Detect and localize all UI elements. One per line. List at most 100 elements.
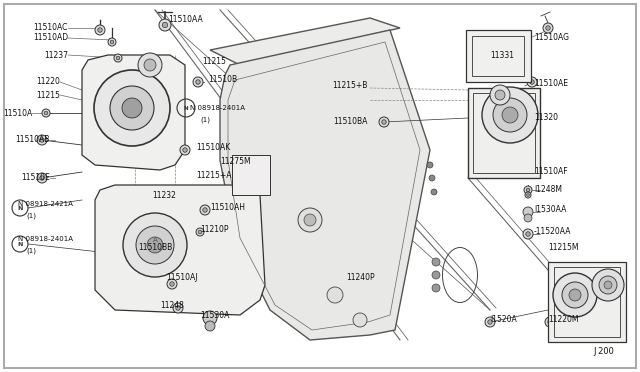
Circle shape [198,230,202,234]
Text: 11331: 11331 [490,51,514,61]
Circle shape [256,183,260,187]
Circle shape [525,170,531,174]
Text: 11248: 11248 [160,301,184,311]
Circle shape [144,59,156,71]
Circle shape [110,40,114,44]
Circle shape [42,109,50,117]
Circle shape [108,38,116,46]
Polygon shape [95,185,265,315]
Circle shape [147,237,163,253]
Circle shape [37,173,47,183]
Text: 11240P: 11240P [346,273,374,282]
Circle shape [553,273,597,317]
Circle shape [327,287,343,303]
Text: (1): (1) [26,213,36,219]
Text: -11520AA: -11520AA [534,228,572,237]
Bar [472,36,524,76]
Text: 11510B: 11510B [208,76,237,84]
Circle shape [196,80,200,84]
Circle shape [353,313,367,327]
Circle shape [562,282,588,308]
Text: N: N [17,205,22,211]
Circle shape [526,188,530,192]
Circle shape [488,320,492,324]
Circle shape [44,111,48,115]
Text: 11530A: 11530A [200,311,229,321]
Text: 11215: 11215 [202,58,226,67]
Text: 11232: 11232 [152,192,176,201]
Circle shape [543,23,553,33]
Circle shape [254,181,262,189]
Circle shape [548,320,552,324]
Circle shape [502,107,518,123]
Circle shape [500,64,505,68]
Bar [548,262,626,342]
Circle shape [525,232,531,236]
Circle shape [432,284,440,292]
Circle shape [427,162,433,168]
Circle shape [298,208,322,232]
Circle shape [254,166,262,174]
Circle shape [143,250,147,254]
Text: 11510AE: 11510AE [534,80,568,89]
Text: 11510AH: 11510AH [210,203,245,212]
Circle shape [114,54,122,62]
Text: 11510BB: 11510BB [138,244,172,253]
Text: I1248M: I1248M [534,186,562,195]
Circle shape [479,61,489,71]
Text: 11510AF: 11510AF [534,167,568,176]
Text: 11510AB: 11510AB [15,135,50,144]
Text: J 200: J 200 [593,347,614,356]
Text: 11320: 11320 [534,113,558,122]
Circle shape [500,48,505,52]
Circle shape [527,194,529,196]
Text: 11510AJ: 11510AJ [166,273,198,282]
Circle shape [167,279,177,289]
Circle shape [479,45,489,55]
Circle shape [140,247,150,257]
Circle shape [136,226,174,264]
Circle shape [138,53,162,77]
Circle shape [524,186,532,194]
Text: 11237: 11237 [44,51,68,60]
Circle shape [545,317,555,327]
Circle shape [495,90,505,100]
Circle shape [523,229,533,239]
Text: I1530AA: I1530AA [534,205,566,215]
Circle shape [173,303,183,313]
Circle shape [530,80,534,84]
Circle shape [592,269,624,301]
Text: 11275M: 11275M [220,157,251,167]
Circle shape [170,282,174,286]
Circle shape [196,228,204,236]
Circle shape [98,28,102,32]
Polygon shape [220,30,430,340]
Text: 11510AD: 11510AD [33,33,68,42]
Circle shape [240,168,244,172]
Text: 11510AK: 11510AK [196,144,230,153]
Circle shape [524,214,532,222]
Circle shape [203,208,207,212]
Bar [466,30,531,82]
Circle shape [490,85,510,105]
Circle shape [432,271,440,279]
Circle shape [604,281,612,289]
Polygon shape [210,18,400,65]
Text: 11215+B: 11215+B [333,80,368,90]
Circle shape [525,192,531,198]
Circle shape [116,56,120,60]
Circle shape [37,135,47,145]
Circle shape [95,25,105,35]
Circle shape [240,183,244,187]
Circle shape [176,306,180,310]
Circle shape [40,176,44,180]
Circle shape [482,48,486,52]
Circle shape [238,166,246,174]
Bar [468,88,540,178]
Circle shape [304,214,316,226]
Text: (1): (1) [200,117,210,123]
Text: N: N [184,106,188,110]
Bar [473,93,535,173]
Circle shape [432,258,440,266]
Text: 11510AC: 11510AC [34,23,68,32]
